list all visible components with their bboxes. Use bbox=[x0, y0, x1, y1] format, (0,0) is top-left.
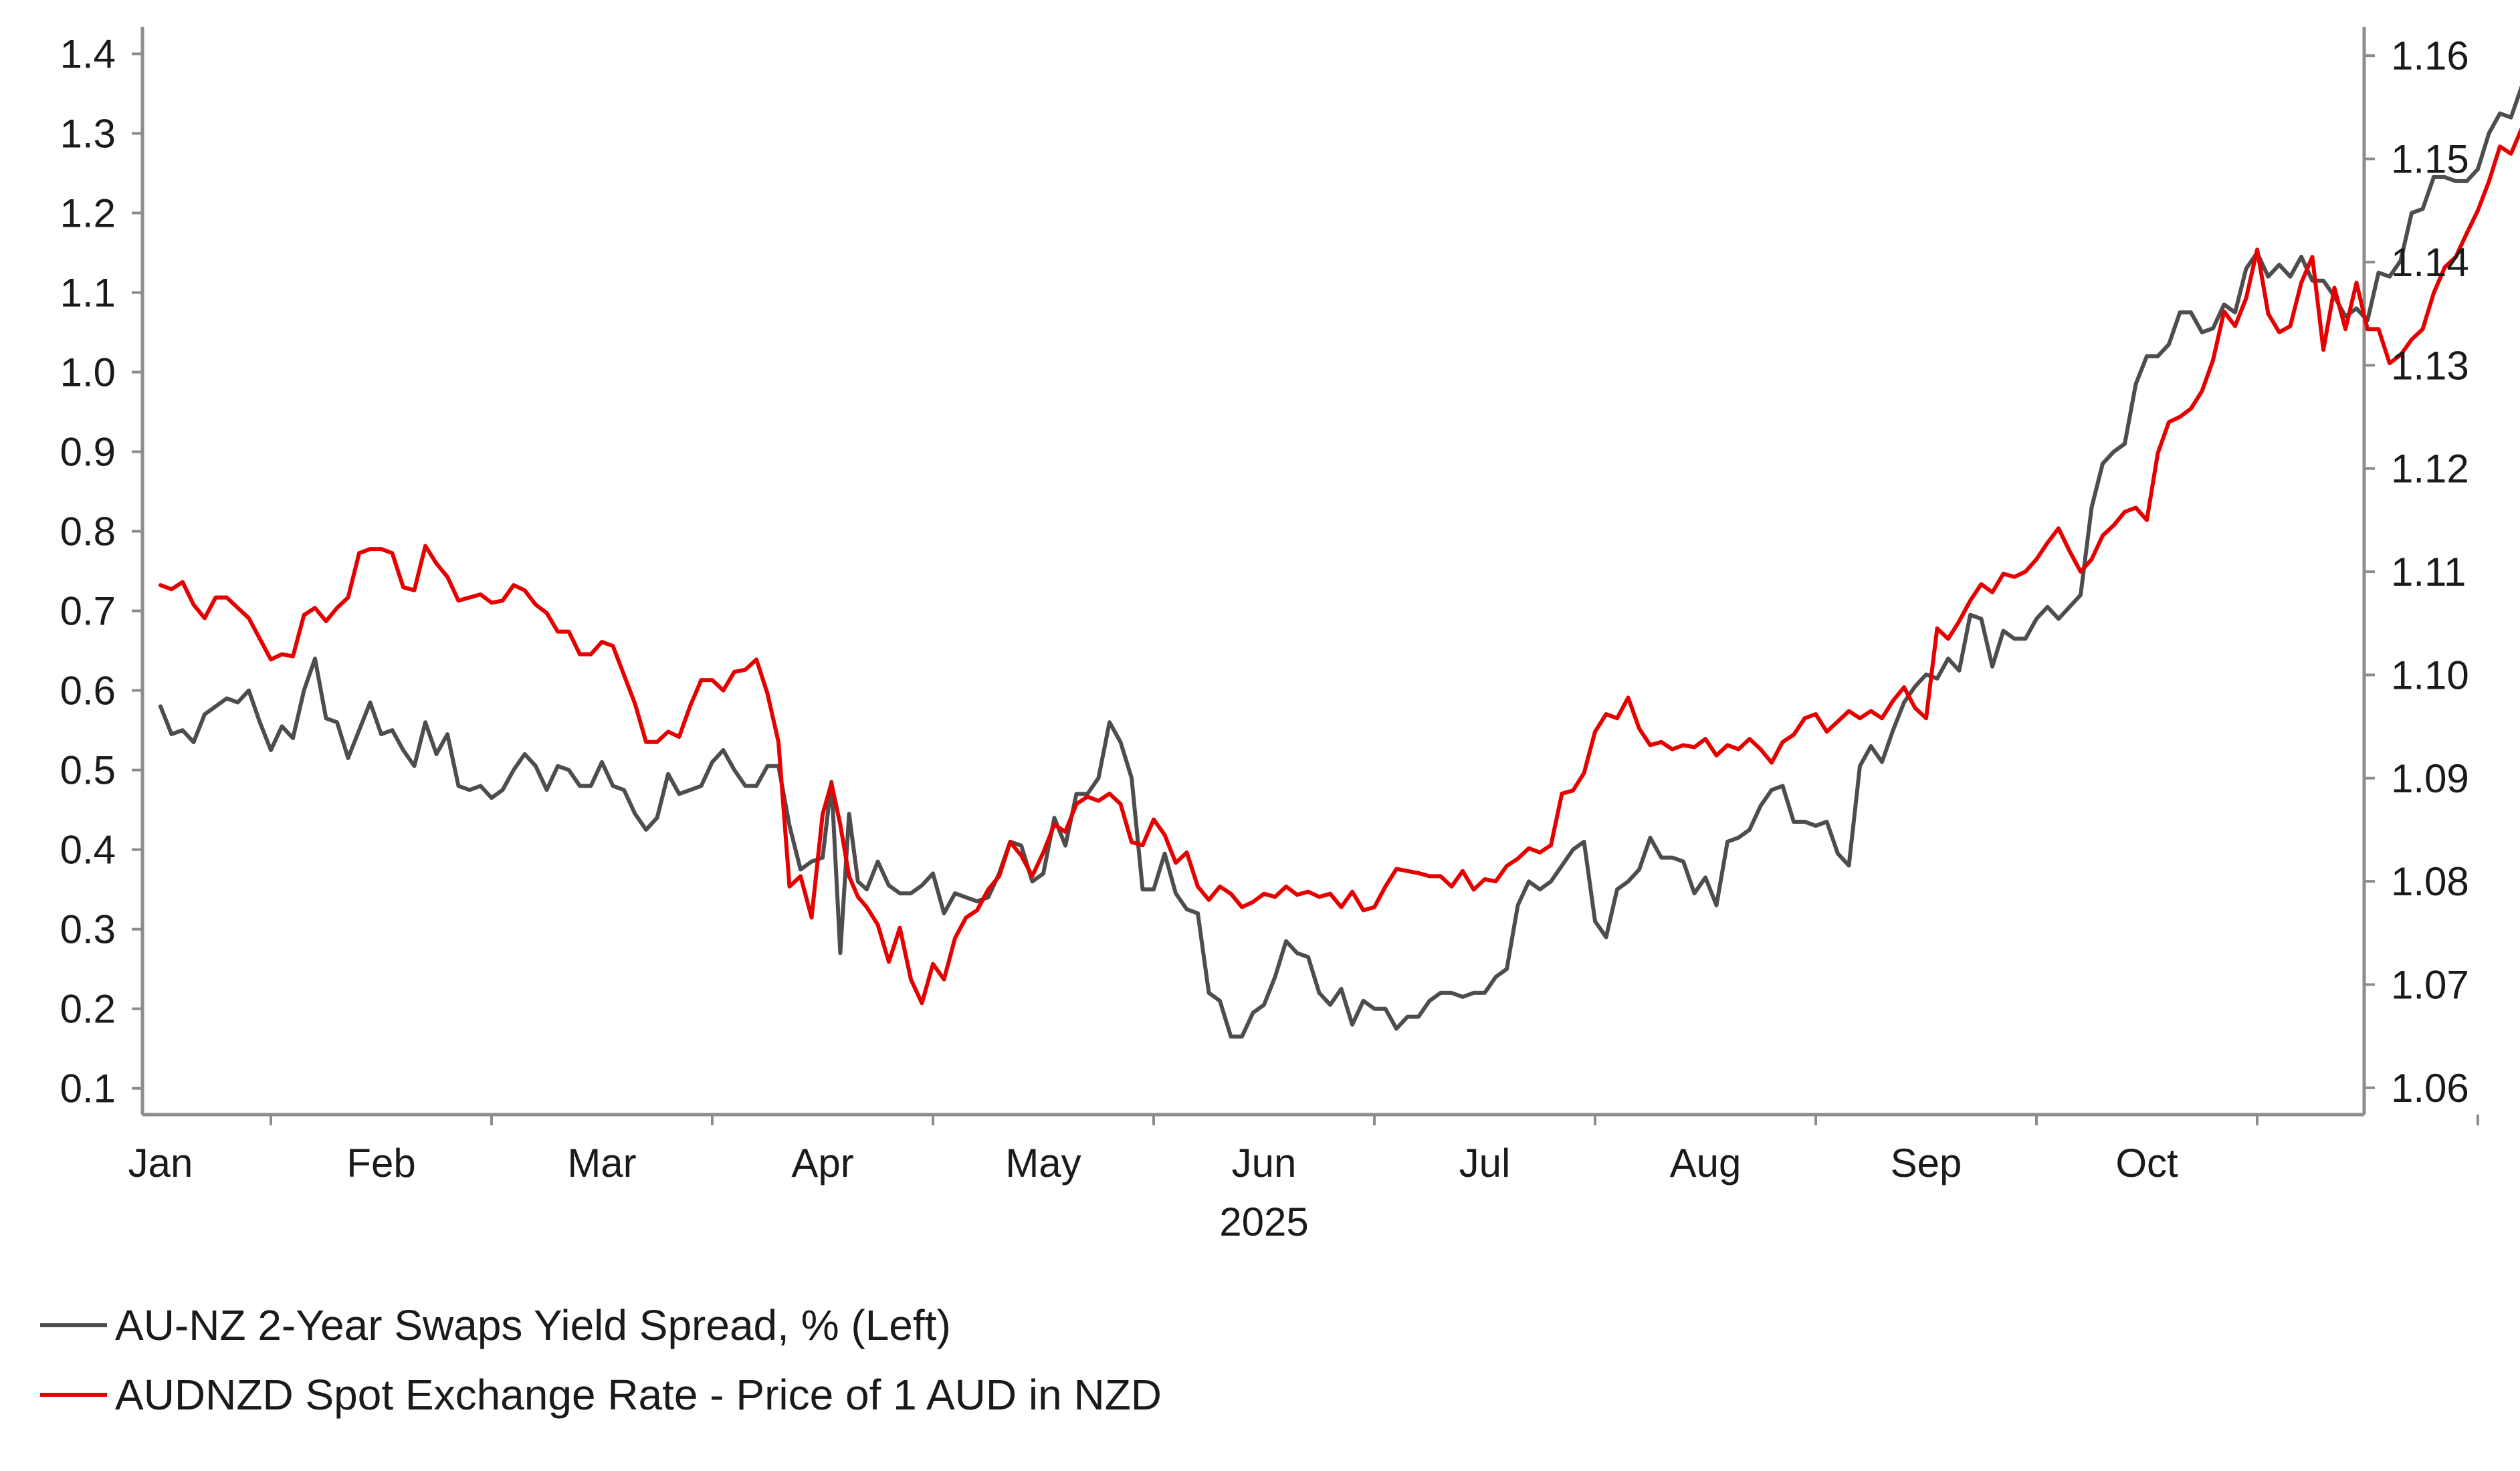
legend-label-spread: AU-NZ 2-Year Swaps Yield Spread, % (Left… bbox=[115, 1301, 951, 1349]
right-tick-label: 1.07 bbox=[2391, 963, 2469, 1008]
left-tick-label: 0.7 bbox=[60, 589, 116, 634]
x-tick-label: Mar bbox=[567, 1141, 636, 1185]
legend-label-audnzd: AUDNZD Spot Exchange Rate - Price of 1 A… bbox=[115, 1371, 1162, 1419]
chart-series bbox=[159, 85, 2520, 1039]
right-tick-label: 1.13 bbox=[2391, 343, 2469, 388]
left-tick-label: 0.8 bbox=[60, 510, 116, 554]
left-tick-label: 0.2 bbox=[60, 987, 116, 1032]
legend: AU-NZ 2-Year Swaps Yield Spread, % (Left… bbox=[40, 1290, 1162, 1430]
x-tick-label: Sep bbox=[1891, 1141, 1962, 1185]
right-tick-label: 1.11 bbox=[2391, 550, 2466, 594]
x-tick-label: Oct bbox=[2115, 1141, 2178, 1185]
right-tick-label: 1.10 bbox=[2391, 653, 2469, 697]
right-tick-label: 1.08 bbox=[2391, 859, 2469, 904]
right-tick-label: 1.12 bbox=[2391, 447, 2469, 491]
left-tick-label: 1.1 bbox=[60, 271, 116, 316]
x-tick-label: Jan bbox=[128, 1141, 193, 1185]
right-tick-label: 1.15 bbox=[2391, 137, 2469, 182]
left-tick-label: 0.3 bbox=[60, 907, 116, 952]
right-tick-label: 1.14 bbox=[2391, 240, 2469, 285]
chart-axes bbox=[132, 27, 2479, 1125]
left-tick-label: 1.2 bbox=[60, 191, 116, 236]
right-tick-label: 1.16 bbox=[2391, 33, 2469, 78]
left-tick-label: 1.4 bbox=[60, 31, 116, 76]
x-tick-label: Jun bbox=[1232, 1141, 1297, 1185]
left-tick-label: 0.5 bbox=[60, 748, 116, 793]
right-tick-label: 1.09 bbox=[2391, 756, 2469, 801]
series-line-spread bbox=[159, 85, 2520, 1039]
left-tick-label: 0.1 bbox=[60, 1066, 116, 1111]
x-tick-label: May bbox=[1005, 1141, 1081, 1185]
right-tick-label: 1.06 bbox=[2391, 1066, 2469, 1111]
x-tick-label: Feb bbox=[346, 1141, 415, 1185]
left-tick-label: 0.9 bbox=[60, 430, 116, 475]
left-tick-label: 1.0 bbox=[60, 350, 116, 395]
left-tick-label: 1.3 bbox=[60, 111, 116, 156]
legend-swatch-audnzd bbox=[40, 1393, 107, 1397]
x-axis-title: 2025 bbox=[1219, 1200, 1308, 1244]
series-line-audnzd bbox=[159, 127, 2520, 1006]
legend-item-audnzd: AUDNZD Spot Exchange Rate - Price of 1 A… bbox=[40, 1360, 1162, 1430]
x-tick-label: Jul bbox=[1459, 1141, 1511, 1185]
left-tick-label: 0.6 bbox=[60, 669, 116, 713]
x-tick-label: Apr bbox=[791, 1141, 853, 1185]
legend-swatch-spread bbox=[40, 1323, 107, 1327]
legend-item-spread: AU-NZ 2-Year Swaps Yield Spread, % (Left… bbox=[40, 1290, 1162, 1360]
chart: 0.1 0.2 0.3 0.4 0.5 0.6 0.7 0.8 0.9 1.0 1.1 1.2 1.3 1… bbox=[60, 27, 2520, 1244]
left-tick-label: 0.4 bbox=[60, 828, 116, 873]
x-tick-label: Aug bbox=[1670, 1141, 1742, 1185]
chart-tick-labels: 0.1 0.2 0.3 0.4 0.5 0.6 0.7 0.8 0.9 1.0 1.1 1.2 1.3 1… bbox=[60, 31, 2469, 1244]
